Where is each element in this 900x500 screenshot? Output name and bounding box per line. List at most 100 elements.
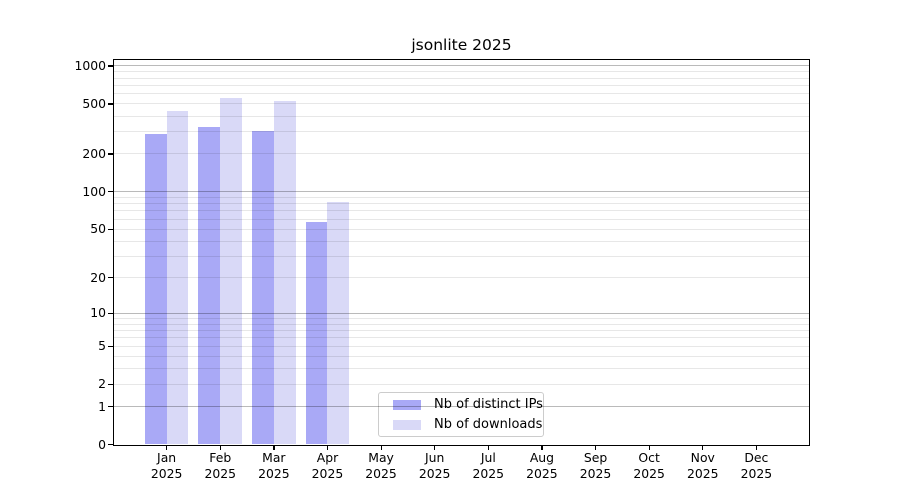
- x-tick-label: Jul 2025: [458, 450, 518, 482]
- x-tick-year: 2025: [258, 465, 290, 481]
- x-tick-label: Dec 2025: [726, 450, 786, 482]
- gridline-minor: [113, 131, 810, 133]
- bar-ips-feb: [198, 127, 221, 445]
- x-tick-label: Jun 2025: [405, 450, 465, 482]
- gridline-minor: [113, 323, 810, 325]
- bar-downloads-jan: [166, 110, 189, 445]
- x-tick-year: 2025: [686, 465, 719, 481]
- x-axis-tick: [326, 445, 329, 450]
- x-axis-tick: [380, 445, 382, 450]
- legend-entry: Nb of downloads: [387, 417, 542, 432]
- y-tick-label: 1: [98, 398, 106, 414]
- y-tick-label: 5: [98, 338, 106, 354]
- y-axis-tick: [108, 103, 113, 105]
- x-tick-month: Jan: [157, 450, 177, 465]
- x-tick-label: Mar 2025: [244, 450, 304, 482]
- gridline-major: [113, 65, 810, 67]
- gridline-minor: [113, 330, 810, 332]
- x-tick-year: 2025: [311, 465, 344, 481]
- legend-entry: Nb of distinct IPs: [387, 397, 543, 412]
- x-tick-year: 2025: [418, 465, 451, 481]
- y-tick-label: 50: [90, 221, 106, 237]
- gridline-minor: [113, 383, 810, 385]
- legend: Nb of distinct IPs Nb of downloads: [378, 392, 544, 437]
- x-tick-month: Apr: [316, 450, 339, 465]
- y-axis-tick: [108, 444, 113, 446]
- x-axis-tick: [273, 445, 275, 450]
- x-tick-year: 2025: [365, 465, 397, 481]
- legend-swatch-ips: [393, 399, 421, 410]
- y-axis-tick: [108, 383, 113, 385]
- chart-title: jsonlite 2025: [411, 36, 512, 54]
- x-tick-label: Apr 2025: [297, 450, 357, 482]
- x-tick-year: 2025: [579, 465, 612, 481]
- x-axis-tick: [702, 445, 704, 450]
- gridline-minor: [113, 196, 810, 198]
- x-tick-label: Jan 2025: [137, 450, 197, 482]
- x-tick-year: 2025: [150, 465, 183, 481]
- gridline-minor: [113, 93, 810, 95]
- gridline-minor: [113, 228, 810, 230]
- gridline-minor: [113, 277, 810, 279]
- y-axis-tick: [108, 345, 113, 348]
- x-axis-tick: [434, 445, 436, 450]
- y-axis-tick: [108, 312, 113, 314]
- x-tick-month: Aug: [529, 450, 555, 465]
- gridline-major: [113, 191, 810, 193]
- x-tick-month: Nov: [690, 450, 715, 465]
- gridline-minor: [113, 103, 810, 105]
- gridline-minor: [113, 203, 810, 205]
- bar-downloads-feb: [220, 98, 243, 445]
- x-tick-month: Jul: [480, 450, 496, 465]
- legend-label: Nb of distinct IPs: [434, 397, 543, 412]
- gridline-minor: [113, 337, 810, 339]
- x-tick-year: 2025: [526, 465, 558, 481]
- y-axis-tick: [108, 277, 113, 279]
- x-axis-tick: [755, 445, 758, 450]
- x-tick-year: 2025: [472, 465, 505, 481]
- gridline-minor: [113, 153, 810, 155]
- gridline-minor: [113, 115, 810, 117]
- x-tick-year: 2025: [633, 465, 665, 481]
- bar-ips-apr: [305, 222, 328, 445]
- x-tick-year: 2025: [740, 465, 773, 481]
- x-axis-tick: [595, 445, 597, 450]
- x-axis-tick: [487, 445, 489, 450]
- gridline-major: [113, 312, 810, 314]
- gridline-minor: [113, 210, 810, 212]
- x-tick-month: Dec: [744, 450, 769, 465]
- y-axis-tick: [108, 153, 113, 155]
- y-tick-label: 1000: [74, 57, 106, 73]
- y-tick-label: 100: [82, 183, 106, 199]
- y-tick-label: 20: [90, 269, 106, 285]
- x-tick-label: Nov 2025: [673, 450, 733, 482]
- x-tick-month: Feb: [209, 450, 232, 465]
- legend-label: Nb of downloads: [434, 417, 543, 432]
- x-tick-month: Mar: [262, 450, 286, 465]
- x-axis-tick: [541, 445, 543, 450]
- gridline-minor: [113, 71, 810, 73]
- bar-downloads-apr: [327, 202, 350, 445]
- gridline-major: [113, 406, 810, 408]
- gridline-minor: [113, 255, 810, 257]
- x-tick-label: Feb 2025: [190, 450, 250, 482]
- x-axis-tick: [219, 445, 221, 450]
- y-tick-label: 2: [98, 376, 106, 392]
- gridline-minor: [113, 77, 810, 79]
- gridline-minor: [113, 355, 810, 357]
- legend-swatch-downloads: [393, 419, 421, 430]
- x-axis-tick: [648, 445, 650, 450]
- gridline-minor: [113, 368, 810, 370]
- x-tick-month: Sep: [583, 450, 608, 465]
- x-tick-month: May: [368, 450, 394, 465]
- x-tick-label: Aug 2025: [512, 450, 572, 482]
- gridline-minor: [113, 240, 810, 242]
- x-tick-month: Oct: [638, 450, 660, 465]
- y-axis-tick: [108, 65, 113, 67]
- y-axis-tick: [108, 406, 113, 408]
- bar-ips-jan: [144, 133, 167, 445]
- y-tick-label: 0: [98, 436, 106, 452]
- gridline-minor: [113, 85, 810, 86]
- x-tick-label: Oct 2025: [619, 450, 679, 482]
